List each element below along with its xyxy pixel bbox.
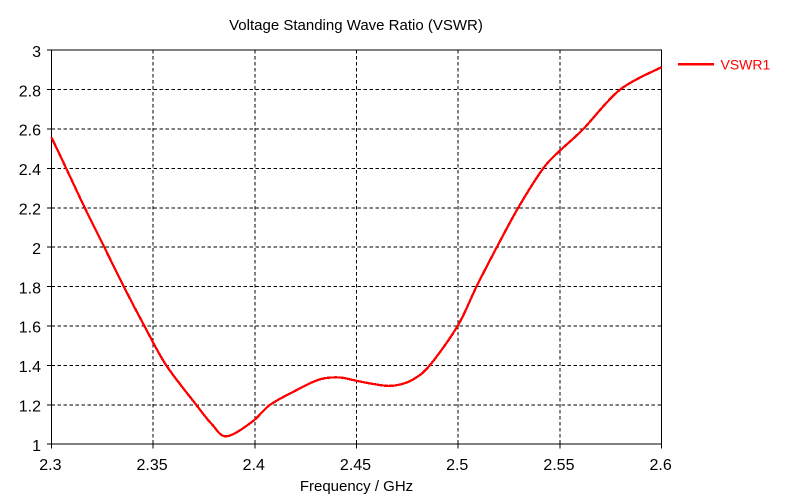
svg-text:1.2: 1.2 — [19, 399, 41, 416]
svg-text:1.8: 1.8 — [19, 280, 41, 297]
svg-text:2.35: 2.35 — [137, 457, 168, 474]
svg-text:2.8: 2.8 — [19, 83, 41, 100]
svg-text:2.5: 2.5 — [446, 457, 468, 474]
svg-text:2: 2 — [32, 241, 41, 258]
svg-text:Frequency / GHz: Frequency / GHz — [300, 478, 413, 495]
svg-text:2.6: 2.6 — [649, 457, 671, 474]
svg-text:2.2: 2.2 — [19, 202, 41, 219]
svg-text:2.4: 2.4 — [19, 162, 41, 179]
svg-text:2.4: 2.4 — [243, 457, 265, 474]
svg-text:2.45: 2.45 — [340, 457, 371, 474]
svg-text:2.55: 2.55 — [543, 457, 574, 474]
svg-text:1.4: 1.4 — [19, 359, 41, 376]
svg-text:VSWR1: VSWR1 — [721, 57, 771, 73]
svg-text:2.3: 2.3 — [39, 457, 61, 474]
svg-text:1.6: 1.6 — [19, 320, 41, 337]
svg-text:3: 3 — [32, 44, 41, 61]
svg-text:1: 1 — [32, 438, 41, 455]
svg-text:Voltage Standing Wave Ratio (V: Voltage Standing Wave Ratio (VSWR) — [229, 17, 483, 34]
svg-text:2.6: 2.6 — [19, 123, 41, 140]
